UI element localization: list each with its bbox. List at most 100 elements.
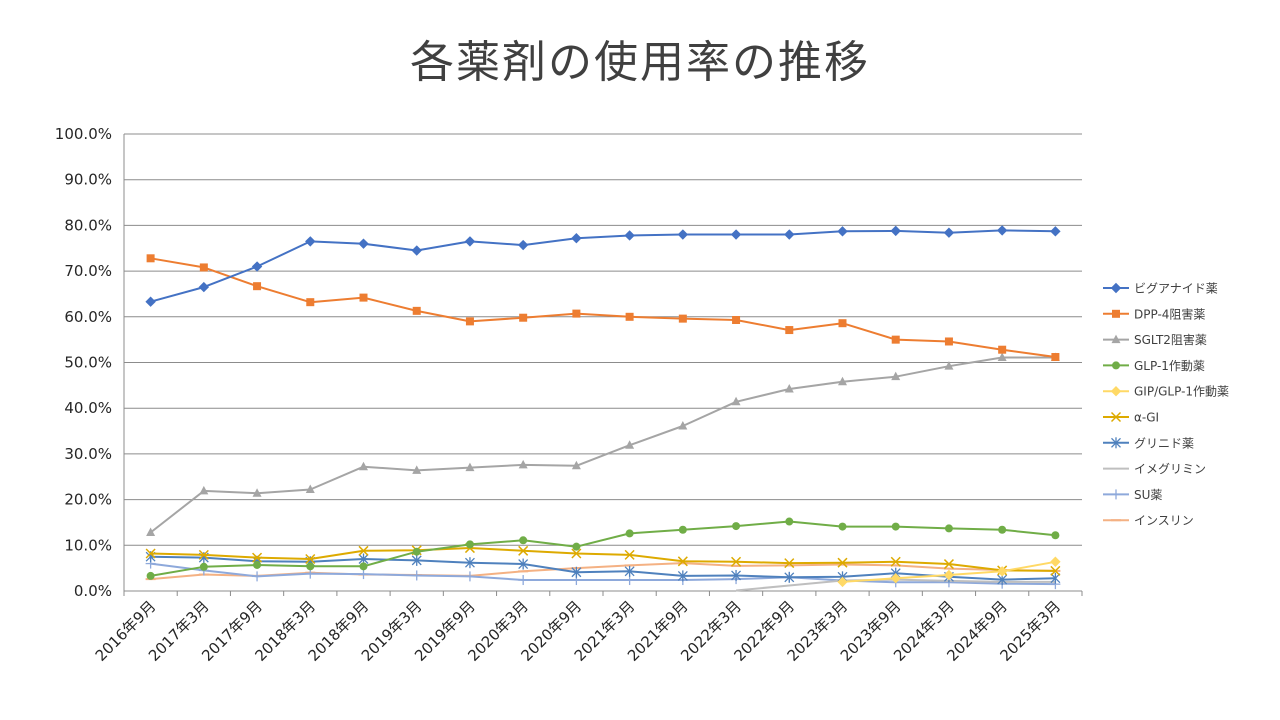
- y-tick-label: 40.0%: [64, 399, 112, 417]
- data-point: [731, 556, 742, 567]
- data-point: [199, 485, 209, 495]
- data-point: [944, 361, 954, 370]
- data-point: [359, 562, 368, 571]
- data-point: [731, 569, 742, 581]
- data-point: [412, 547, 421, 556]
- data-point: [412, 465, 422, 474]
- data-point: [358, 569, 369, 580]
- legend-label: α-GI: [1134, 411, 1159, 425]
- data-point: [785, 517, 794, 526]
- series-line: [150, 229, 1056, 303]
- data-point: [943, 559, 954, 570]
- data-point: [1110, 282, 1122, 294]
- data-point: [838, 319, 847, 328]
- data-point: [572, 542, 581, 551]
- gridlines: [124, 133, 1082, 546]
- data-point: [411, 570, 422, 581]
- data-point: [359, 461, 368, 471]
- legend-label: ビグアナイド薬: [1134, 282, 1218, 296]
- data-point: [890, 556, 901, 567]
- series-4: [837, 556, 1061, 588]
- data-point: [625, 440, 635, 449]
- data-point: [1111, 334, 1121, 344]
- data-point: [572, 309, 581, 318]
- data-point: [146, 527, 156, 537]
- data-point: [996, 225, 1008, 236]
- data-point: [625, 529, 634, 538]
- data-point: [837, 557, 848, 568]
- data-point: [305, 553, 316, 565]
- data-point: [518, 575, 529, 586]
- data-point: [412, 306, 421, 315]
- data-point: [252, 552, 263, 563]
- series-line: [150, 562, 1056, 586]
- data-point: [465, 462, 475, 472]
- series-line: [150, 555, 1056, 581]
- series-3: [146, 517, 1060, 580]
- data-point: [838, 522, 847, 531]
- data-point: [306, 562, 315, 571]
- data-point: [731, 396, 741, 406]
- y-tick-label: 70.0%: [64, 262, 112, 280]
- data-point: [944, 524, 953, 533]
- data-point: [571, 460, 581, 470]
- data-point: [358, 238, 369, 249]
- data-point: [837, 226, 848, 237]
- legend-item: イメグリミン: [1103, 462, 1206, 476]
- data-point: [732, 315, 741, 324]
- series-line: [149, 356, 1056, 534]
- data-point: [146, 571, 155, 580]
- data-point: [199, 562, 208, 571]
- data-point: [1111, 489, 1121, 500]
- legend-label: GIP/GLP-1作動薬: [1134, 385, 1229, 399]
- legend-item: SU薬: [1103, 488, 1162, 502]
- data-point: [517, 239, 529, 251]
- data-point: [305, 484, 315, 494]
- y-tick-label: 30.0%: [64, 445, 112, 463]
- data-point: [784, 229, 795, 240]
- data-point: [678, 525, 687, 534]
- x-axis-tick-labels: 2016年9月2017年3月2017年9月2018年3月2018年9月2019年…: [92, 597, 1064, 665]
- legend-item: ビグアナイド薬: [1103, 282, 1218, 296]
- data-point: [145, 548, 156, 559]
- data-point: [678, 421, 688, 430]
- data-point: [624, 565, 635, 577]
- data-point: [519, 536, 528, 545]
- legend-label: イメグリミン: [1134, 462, 1206, 476]
- data-point: [1110, 385, 1122, 397]
- data-point: [784, 558, 795, 569]
- y-tick-label: 0.0%: [74, 582, 112, 600]
- data-point: [624, 549, 635, 560]
- legend-label: SGLT2阻害薬: [1134, 332, 1207, 347]
- data-point: [1050, 556, 1061, 567]
- legend-item: GIP/GLP-1作動薬: [1103, 385, 1229, 399]
- data-point: [1112, 309, 1120, 318]
- data-point: [464, 571, 475, 582]
- data-point: [464, 557, 475, 569]
- series-2: [146, 352, 1060, 537]
- data-point: [145, 296, 156, 307]
- data-point: [253, 282, 262, 291]
- data-point: [677, 556, 688, 567]
- data-point: [997, 352, 1007, 361]
- series-0: [145, 225, 1061, 307]
- data-point: [1050, 226, 1061, 237]
- data-point: [998, 525, 1007, 534]
- data-point: [785, 326, 794, 335]
- series-line: [150, 257, 1056, 358]
- data-point: [625, 312, 634, 321]
- series-5: [145, 543, 1061, 576]
- legend-label: SU薬: [1134, 488, 1162, 502]
- legend-item: DPP-4阻害薬: [1103, 306, 1205, 321]
- legend-label: グリニド薬: [1134, 436, 1194, 450]
- data-point: [464, 236, 476, 247]
- legend-item: グリニド薬: [1103, 436, 1194, 450]
- y-tick-label: 90.0%: [64, 171, 112, 189]
- legend: ビグアナイド薬 DPP-4阻害薬 SGLT2阻害薬 GLP-1作動薬 GIP/GLP-1…: [1103, 282, 1229, 528]
- data-point: [784, 384, 794, 393]
- data-point: [571, 232, 582, 244]
- data-point: [465, 317, 474, 326]
- data-point: [890, 225, 901, 237]
- data-point: [730, 229, 742, 240]
- series-6: [145, 551, 1061, 586]
